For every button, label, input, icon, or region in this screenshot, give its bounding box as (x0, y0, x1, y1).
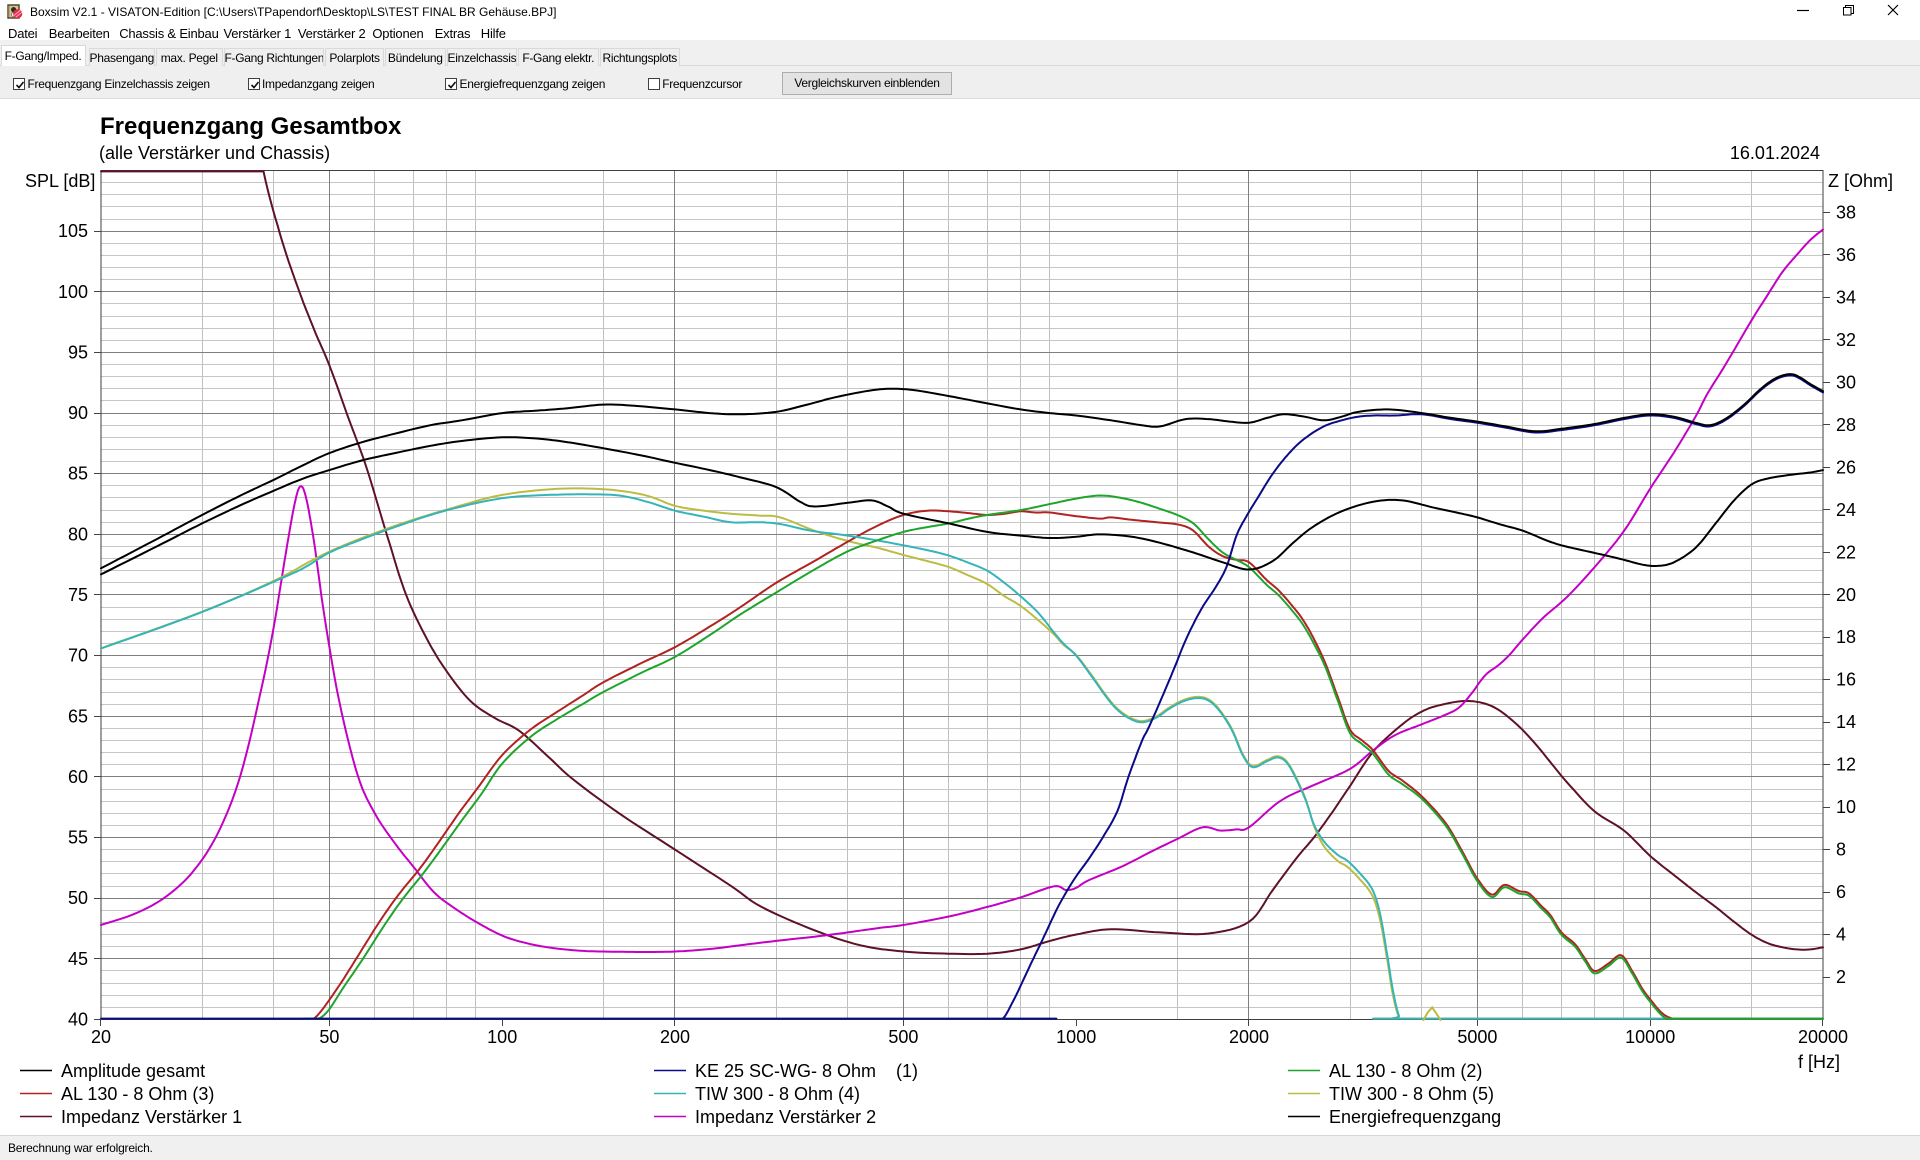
svg-text:Amplitude gesamt: Amplitude gesamt (61, 1061, 205, 1081)
svg-text:16.01.2024: 16.01.2024 (1730, 143, 1820, 163)
svg-text:AL 130 - 8 Ohm (2): AL 130 - 8 Ohm (2) (1329, 1061, 1482, 1081)
svg-text:55: 55 (68, 828, 88, 848)
svg-text:30: 30 (1836, 372, 1856, 392)
svg-text:40: 40 (68, 1010, 88, 1030)
svg-text:95: 95 (68, 342, 88, 362)
svg-text:4: 4 (1836, 925, 1846, 945)
svg-text:24: 24 (1836, 500, 1856, 520)
svg-text:45: 45 (68, 949, 88, 969)
svg-text:50: 50 (319, 1027, 339, 1047)
svg-text:Impedanz Verstärker 1: Impedanz Verstärker 1 (61, 1107, 242, 1127)
svg-text:34: 34 (1836, 287, 1856, 307)
svg-text:50: 50 (68, 888, 88, 908)
svg-text:105: 105 (58, 221, 88, 241)
svg-text:SPL [dB]: SPL [dB] (25, 171, 95, 191)
svg-text:5000: 5000 (1457, 1027, 1497, 1047)
svg-text:2000: 2000 (1229, 1027, 1269, 1047)
svg-text:100: 100 (58, 282, 88, 302)
svg-text:Impedanz Verstärker 2: Impedanz Verstärker 2 (695, 1107, 876, 1127)
svg-text:12: 12 (1836, 755, 1856, 775)
svg-text:Frequenzgang Gesamtbox: Frequenzgang Gesamtbox (100, 113, 402, 140)
svg-text:38: 38 (1836, 203, 1856, 223)
svg-text:AL 130 - 8 Ohm (3): AL 130 - 8 Ohm (3) (61, 1084, 214, 1104)
svg-text:18: 18 (1836, 627, 1856, 647)
svg-text:16: 16 (1836, 670, 1856, 690)
svg-text:10000: 10000 (1625, 1027, 1675, 1047)
svg-text:Z [Ohm]: Z [Ohm] (1828, 171, 1893, 191)
svg-text:28: 28 (1836, 415, 1856, 435)
svg-text:20000: 20000 (1798, 1027, 1848, 1047)
svg-text:65: 65 (68, 706, 88, 726)
svg-text:60: 60 (68, 767, 88, 787)
svg-text:500: 500 (888, 1027, 918, 1047)
svg-text:KE 25 SC-WG- 8 Ohm (1): KE 25 SC-WG- 8 Ohm (1) (695, 1061, 918, 1081)
svg-text:36: 36 (1836, 245, 1856, 265)
svg-text:85: 85 (68, 464, 88, 484)
svg-text:14: 14 (1836, 712, 1856, 732)
svg-text:Energiefrequenzgang: Energiefrequenzgang (1329, 1107, 1501, 1127)
svg-text:70: 70 (68, 646, 88, 666)
svg-text:1000: 1000 (1056, 1027, 1096, 1047)
svg-text:80: 80 (68, 524, 88, 544)
svg-text:10: 10 (1836, 797, 1856, 817)
svg-text:100: 100 (487, 1027, 517, 1047)
svg-text:20: 20 (1836, 585, 1856, 605)
svg-text:26: 26 (1836, 457, 1856, 477)
svg-text:TIW 300 - 8 Ohm (4): TIW 300 - 8 Ohm (4) (695, 1084, 860, 1104)
svg-text:200: 200 (660, 1027, 690, 1047)
svg-text:75: 75 (68, 585, 88, 605)
svg-text:6: 6 (1836, 882, 1846, 902)
svg-text:(alle Verstärker und Chassis): (alle Verstärker und Chassis) (99, 143, 330, 163)
svg-text:2: 2 (1836, 967, 1846, 987)
svg-text:TIW 300 - 8 Ohm (5): TIW 300 - 8 Ohm (5) (1329, 1084, 1494, 1104)
svg-text:22: 22 (1836, 542, 1856, 562)
svg-text:32: 32 (1836, 330, 1856, 350)
svg-text:f [Hz]: f [Hz] (1798, 1052, 1840, 1072)
svg-text:90: 90 (68, 403, 88, 423)
svg-text:20: 20 (91, 1027, 111, 1047)
svg-text:8: 8 (1836, 840, 1846, 860)
